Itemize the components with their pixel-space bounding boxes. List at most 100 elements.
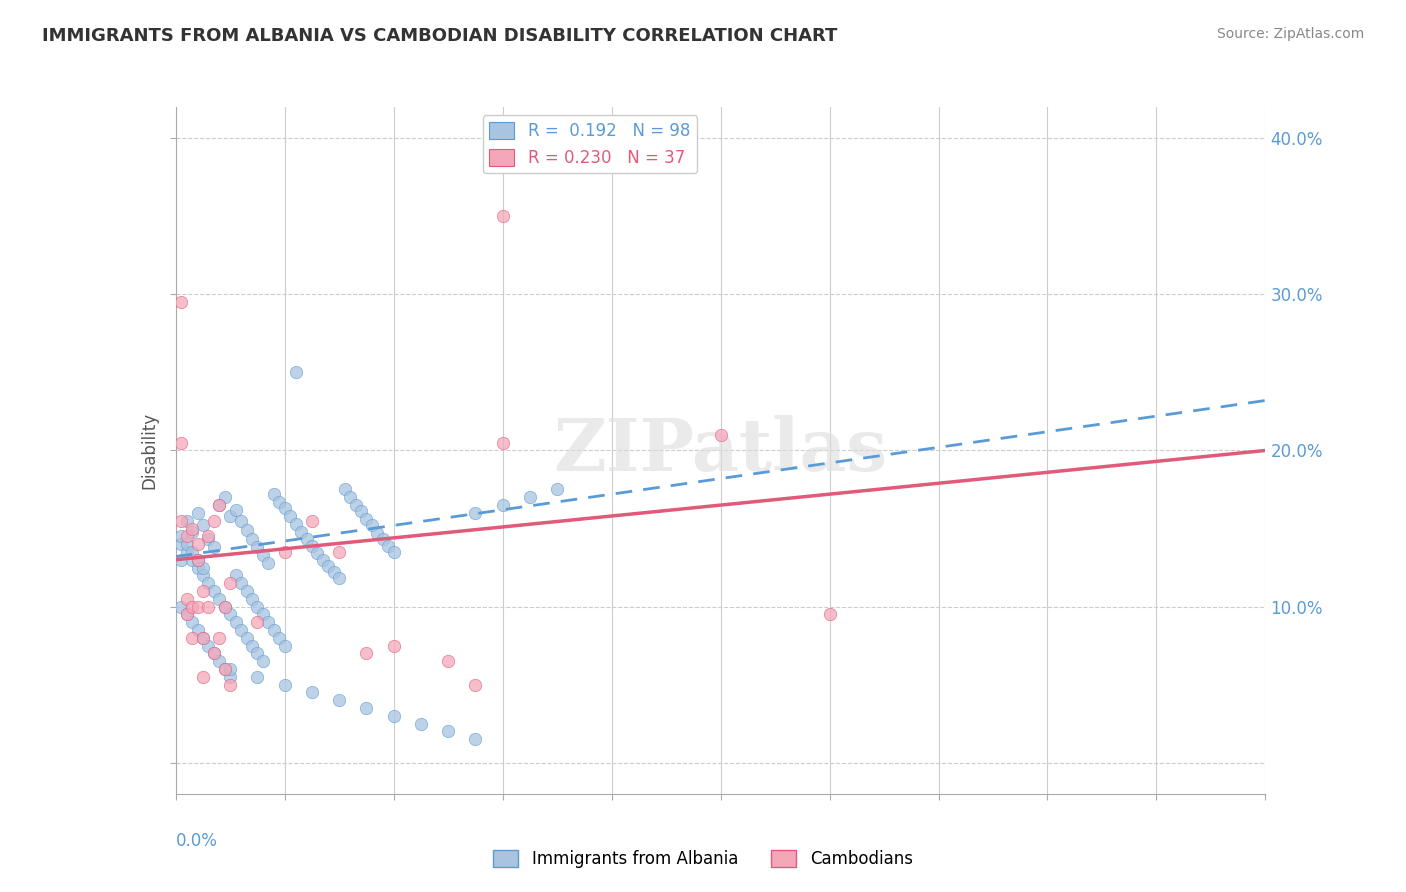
- Point: [176, 545, 198, 559]
- Point: [170, 435, 193, 450]
- Point: [170, 599, 193, 614]
- Point: [344, 498, 367, 512]
- Point: [181, 521, 204, 535]
- Point: [301, 685, 323, 699]
- Point: [240, 591, 263, 606]
- Point: [284, 516, 307, 531]
- Point: [191, 631, 214, 645]
- Point: [301, 514, 323, 528]
- Point: [409, 716, 432, 731]
- Point: [269, 495, 291, 509]
- Point: [382, 545, 405, 559]
- Point: [274, 678, 297, 692]
- Point: [246, 670, 269, 684]
- Point: [231, 514, 253, 528]
- Point: [202, 646, 225, 660]
- Point: [181, 631, 204, 645]
- Point: [437, 724, 460, 739]
- Point: [382, 708, 405, 723]
- Point: [328, 545, 350, 559]
- Point: [181, 599, 204, 614]
- Point: [350, 504, 373, 518]
- Point: [235, 523, 257, 537]
- Point: [437, 654, 460, 668]
- Point: [186, 552, 209, 567]
- Point: [240, 639, 263, 653]
- Point: [208, 591, 231, 606]
- Point: [191, 518, 214, 533]
- Point: [219, 662, 242, 676]
- Point: [197, 639, 219, 653]
- Point: [312, 552, 335, 567]
- Point: [235, 583, 257, 598]
- Point: [219, 678, 242, 692]
- Point: [191, 631, 214, 645]
- Point: [252, 548, 274, 562]
- Point: [170, 537, 193, 551]
- Point: [181, 524, 204, 539]
- Point: [225, 502, 247, 516]
- Point: [377, 539, 399, 553]
- Point: [464, 678, 486, 692]
- Point: [170, 514, 193, 528]
- Point: [170, 552, 193, 567]
- Point: [176, 514, 198, 528]
- Point: [382, 639, 405, 653]
- Point: [519, 490, 541, 504]
- Point: [191, 560, 214, 574]
- Point: [318, 558, 340, 573]
- Y-axis label: Disability: Disability: [141, 412, 159, 489]
- Point: [231, 576, 253, 591]
- Point: [546, 483, 568, 497]
- Point: [186, 506, 209, 520]
- Point: [219, 576, 242, 591]
- Point: [186, 537, 209, 551]
- Point: [186, 560, 209, 574]
- Point: [301, 539, 323, 553]
- Legend: Immigrants from Albania, Cambodians: Immigrants from Albania, Cambodians: [486, 843, 920, 875]
- Point: [202, 583, 225, 598]
- Point: [290, 524, 312, 539]
- Point: [464, 506, 486, 520]
- Point: [176, 607, 198, 622]
- Point: [202, 514, 225, 528]
- Point: [818, 607, 841, 622]
- Point: [214, 599, 236, 614]
- Point: [492, 498, 515, 512]
- Point: [235, 631, 257, 645]
- Point: [366, 526, 388, 541]
- Point: [214, 599, 236, 614]
- Point: [492, 435, 515, 450]
- Point: [492, 209, 515, 223]
- Point: [333, 483, 356, 497]
- Point: [263, 623, 285, 637]
- Point: [214, 662, 236, 676]
- Point: [197, 599, 219, 614]
- Point: [252, 654, 274, 668]
- Point: [307, 546, 329, 561]
- Point: [263, 487, 285, 501]
- Point: [252, 607, 274, 622]
- Point: [186, 599, 209, 614]
- Point: [246, 540, 269, 554]
- Point: [371, 533, 394, 547]
- Point: [197, 533, 219, 547]
- Point: [181, 552, 204, 567]
- Point: [208, 498, 231, 512]
- Point: [246, 599, 269, 614]
- Point: [186, 623, 209, 637]
- Point: [219, 670, 242, 684]
- Point: [176, 591, 198, 606]
- Point: [269, 631, 291, 645]
- Point: [246, 615, 269, 630]
- Point: [176, 607, 198, 622]
- Point: [202, 646, 225, 660]
- Point: [214, 490, 236, 504]
- Point: [322, 566, 344, 580]
- Text: 0.0%: 0.0%: [176, 831, 218, 850]
- Point: [274, 639, 297, 653]
- Point: [191, 670, 214, 684]
- Point: [284, 366, 307, 380]
- Point: [208, 498, 231, 512]
- Point: [170, 295, 193, 310]
